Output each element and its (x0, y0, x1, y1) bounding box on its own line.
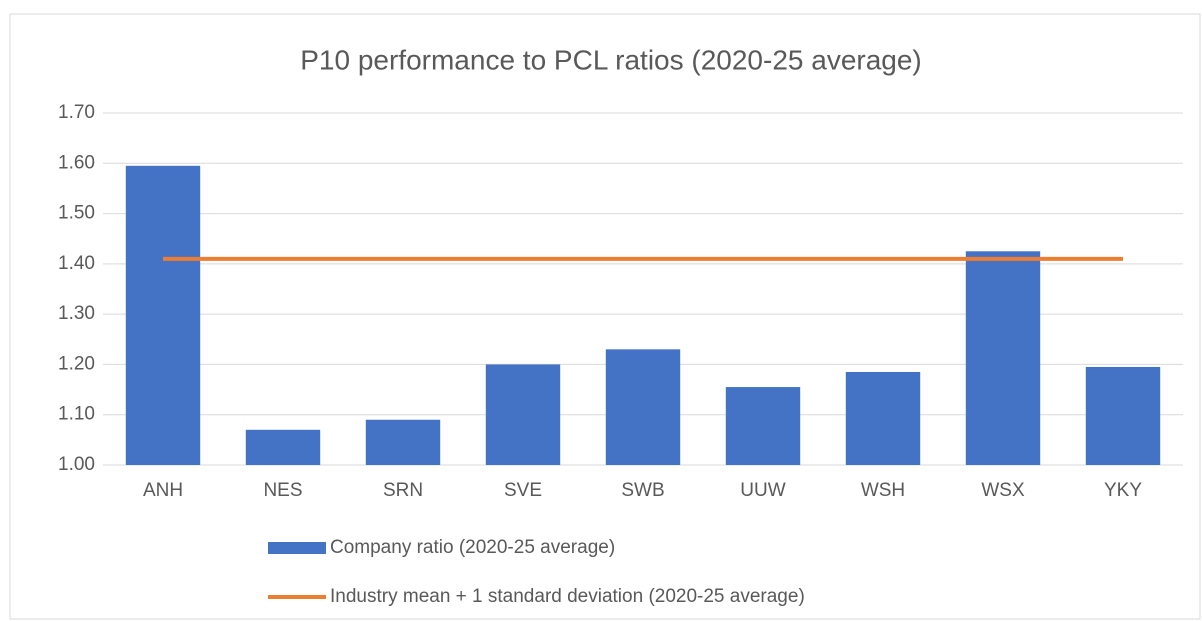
chart-title: P10 performance to PCL ratios (2020-25 a… (300, 44, 922, 75)
bar (845, 371, 921, 465)
x-tick-label: UUW (740, 480, 785, 501)
bar (365, 419, 441, 465)
x-tick-label: SRN (383, 480, 423, 501)
y-tick-label: 1.40 (58, 253, 95, 274)
x-tick-label: WSX (981, 480, 1025, 501)
y-tick-label: 1.00 (58, 454, 95, 475)
legend-label: Company ratio (2020-25 average) (330, 537, 615, 558)
y-tick-label: 1.50 (58, 203, 95, 224)
x-tick-label: WSH (861, 480, 905, 501)
x-tick-label: SVE (504, 480, 542, 501)
bar (245, 429, 321, 465)
bar (725, 387, 801, 465)
y-tick-label: 1.20 (58, 353, 95, 374)
bar (605, 349, 681, 465)
bar (965, 251, 1041, 465)
bar (125, 165, 201, 466)
x-tick-label: NES (263, 480, 302, 501)
bar (1085, 366, 1161, 465)
y-tick-label: 1.60 (58, 152, 95, 173)
y-tick-label: 1.30 (58, 303, 95, 324)
x-tick-label: SWB (621, 480, 664, 501)
y-tick-label: 1.10 (58, 404, 95, 425)
y-tick-label: 1.70 (58, 102, 95, 123)
x-tick-label: ANH (143, 480, 183, 501)
x-tick-label: YKY (1104, 480, 1142, 501)
legend-swatch (268, 542, 326, 554)
bar (485, 364, 561, 465)
legend-label: Industry mean + 1 standard deviation (20… (330, 586, 805, 607)
